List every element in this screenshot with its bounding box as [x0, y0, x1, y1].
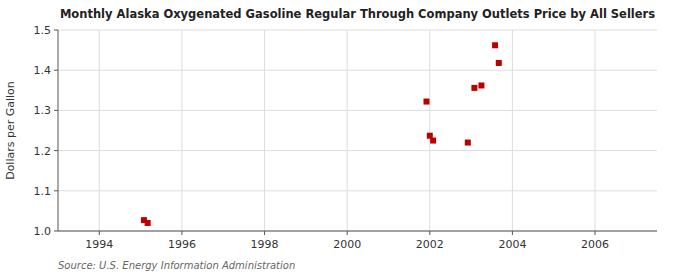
- point: [465, 140, 471, 146]
- y-axis-line: [58, 30, 59, 231]
- y-tick-label: 1.5: [34, 24, 52, 37]
- x-tick: [264, 231, 265, 235]
- x-tick: [99, 231, 100, 235]
- x-tick: [512, 231, 513, 235]
- y-grid-line: [58, 110, 657, 111]
- x-grid-line: [181, 30, 182, 231]
- grid: [58, 30, 657, 231]
- y-grid-line: [58, 190, 657, 191]
- x-tick-label: 1996: [168, 238, 196, 251]
- y-tick-label: 1.3: [34, 104, 52, 117]
- x-tick-label: 1998: [251, 238, 279, 251]
- point: [478, 82, 484, 88]
- x-grid-line: [264, 30, 265, 231]
- y-tick-label: 1.0: [34, 225, 52, 238]
- y-grid-line: [58, 30, 657, 31]
- x-grid-line: [512, 30, 513, 231]
- y-tick: [54, 231, 58, 232]
- axes: 1.0 1.1 1.2 1.3 1.4 1.5 1994 1996 1998 2000 2002 20…: [34, 24, 658, 251]
- x-grid-line: [347, 30, 348, 231]
- y-grid-line: [58, 150, 657, 151]
- x-tick: [595, 231, 596, 235]
- chart: 1.0 1.1 1.2 1.3 1.4 1.5 1994 1996 1998 2000 2002 20…: [0, 0, 675, 275]
- y-tick: [54, 70, 58, 71]
- x-tick: [429, 231, 430, 235]
- point: [145, 220, 151, 226]
- x-tick-label: 2006: [581, 238, 609, 251]
- x-tick-label: 2000: [333, 238, 361, 251]
- title: Monthly Alaska Oxygenated Gasoline Regul…: [60, 7, 655, 21]
- x-axis-line: [58, 231, 657, 232]
- y-tick: [54, 150, 58, 151]
- x-tick-label: 2002: [416, 238, 444, 251]
- y-grid-line: [58, 70, 657, 71]
- point: [471, 85, 477, 91]
- point: [423, 99, 429, 105]
- chart-container: 1.0 1.1 1.2 1.3 1.4 1.5 1994 1996 1998 2000 2002 20…: [0, 0, 675, 275]
- y-tick-label: 1.2: [34, 145, 52, 158]
- y-tick: [54, 190, 58, 191]
- point: [496, 60, 502, 66]
- y-tick-label: 1.1: [34, 185, 52, 198]
- y-tick: [54, 30, 58, 31]
- x-grid-line: [99, 30, 100, 231]
- points: [141, 42, 502, 226]
- x-tick: [181, 231, 182, 235]
- x-tick-label: 2004: [498, 238, 526, 251]
- point: [492, 42, 498, 48]
- x-tick: [347, 231, 348, 235]
- x-grid-line: [429, 30, 430, 231]
- y-tick: [54, 110, 58, 111]
- point: [430, 138, 436, 144]
- y-axis-label: Dollars per Gallon: [4, 81, 17, 180]
- source-note: Source: U.S. Energy Information Administ…: [58, 260, 295, 271]
- y-tick-label: 1.4: [34, 64, 52, 77]
- x-grid-line: [595, 30, 596, 231]
- x-tick-label: 1994: [85, 238, 113, 251]
- y-grid-line: [58, 231, 657, 232]
